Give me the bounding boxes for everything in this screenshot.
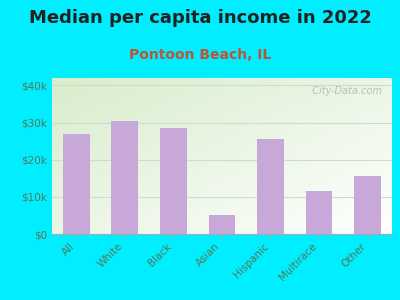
Bar <box>209 215 235 234</box>
Bar <box>112 121 138 234</box>
Bar <box>354 176 381 234</box>
Bar <box>160 128 187 234</box>
Text: Pontoon Beach, IL: Pontoon Beach, IL <box>129 48 271 62</box>
Text: Median per capita income in 2022: Median per capita income in 2022 <box>28 9 372 27</box>
Bar <box>257 139 284 234</box>
Bar <box>306 191 332 234</box>
Text: City-Data.com: City-Data.com <box>306 86 382 96</box>
Bar <box>63 134 90 234</box>
